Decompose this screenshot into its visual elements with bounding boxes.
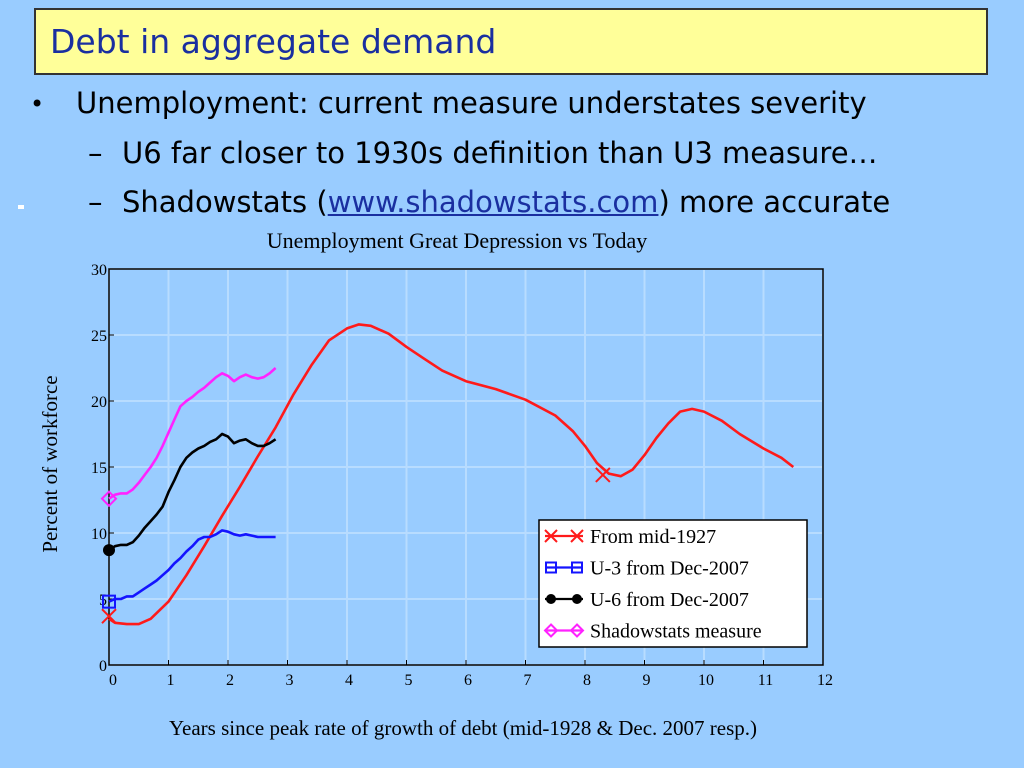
x-tick-label: 11 [758, 672, 773, 689]
stray-mark [18, 205, 24, 209]
x-tick-label: 0 [109, 672, 117, 689]
legend-label-shadowstats-measure: Shadowstats measure [590, 621, 762, 643]
legend-label-u-3-from-dec-2007: U-3 from Dec-2007 [590, 558, 749, 580]
x-tick-label: 10 [698, 672, 714, 689]
series-line-u-6-from-dec-2007 [108, 432, 277, 552]
legend-marker-u-6-from-dec-2007 [572, 594, 582, 604]
series-line-from-mid-1927 [108, 323, 795, 626]
slide-title: Debt in aggregate demand [50, 22, 497, 61]
x-tick-label: 7 [524, 672, 532, 689]
y-tick-label: 10 [91, 526, 107, 543]
x-tick-label: 4 [345, 672, 353, 689]
sub-bullet-shadowstats: Shadowstats (www.shadowstats.com) more a… [122, 185, 890, 219]
series-marker-from-mid-1927 [101, 608, 117, 624]
shadowstats-suffix: ) more accurate [658, 185, 891, 219]
x-tick-label: 8 [583, 672, 591, 689]
y-axis-label: Percent of workforce [38, 375, 62, 552]
y-tick-label: 15 [91, 460, 107, 477]
series-marker-shadowstats-measure [100, 490, 118, 508]
chart-title: Unemployment Great Depression vs Today [267, 228, 648, 253]
series-marker-from-mid-1927 [595, 467, 611, 483]
shadowstats-prefix: Shadowstats ( [122, 185, 328, 219]
x-tick-label: 12 [817, 672, 833, 689]
series-line-u-3-from-dec-2007 [108, 529, 276, 603]
series-marker-u-6-from-dec-2007 [103, 544, 115, 557]
series-line-shadowstats-measure [108, 367, 277, 500]
bullet-marker: • [30, 90, 45, 118]
x-tick-label: 6 [464, 672, 472, 689]
y-tick-label: 0 [99, 658, 107, 675]
legend-label-u-6-from-dec-2007: U-6 from Dec-2007 [590, 589, 749, 611]
legend-box [538, 519, 808, 648]
y-tick-label: 30 [91, 262, 107, 279]
legend-label-from-mid-1927: From mid-1927 [590, 526, 716, 548]
legend-marker-u-3-from-dec-2007 [571, 561, 583, 574]
sub-bullet-dash: – [88, 136, 103, 170]
shadowstats-link[interactable]: www.shadowstats.com [327, 185, 659, 219]
legend-marker-shadowstats-measure [543, 623, 559, 638]
legend-marker-from-mid-1927 [570, 529, 584, 543]
legend-marker-shadowstats-measure [569, 623, 585, 638]
x-tick-label: 1 [167, 672, 175, 689]
x-tick-label: 5 [405, 672, 413, 689]
x-tick-label: 9 [643, 672, 651, 689]
x-tick-label: 3 [286, 672, 294, 689]
sub-bullet-dash: – [88, 185, 103, 219]
y-tick-label: 25 [91, 328, 107, 345]
legend-marker-u-3-from-dec-2007 [545, 561, 557, 574]
bullet-unemployment: Unemployment: current measure understate… [76, 86, 867, 120]
y-tick-label: 20 [91, 394, 107, 411]
x-tick-label: 2 [226, 672, 234, 689]
legend-marker-u-6-from-dec-2007 [546, 594, 556, 604]
title-box: Debt in aggregate demand [34, 8, 988, 75]
series-marker-u-3-from-dec-2007 [102, 594, 116, 609]
legend-marker-from-mid-1927 [544, 529, 558, 543]
sub-bullet-u6: U6 far closer to 1930s definition than U… [122, 136, 878, 170]
x-axis-label: Years since peak rate of growth of debt … [169, 716, 757, 740]
